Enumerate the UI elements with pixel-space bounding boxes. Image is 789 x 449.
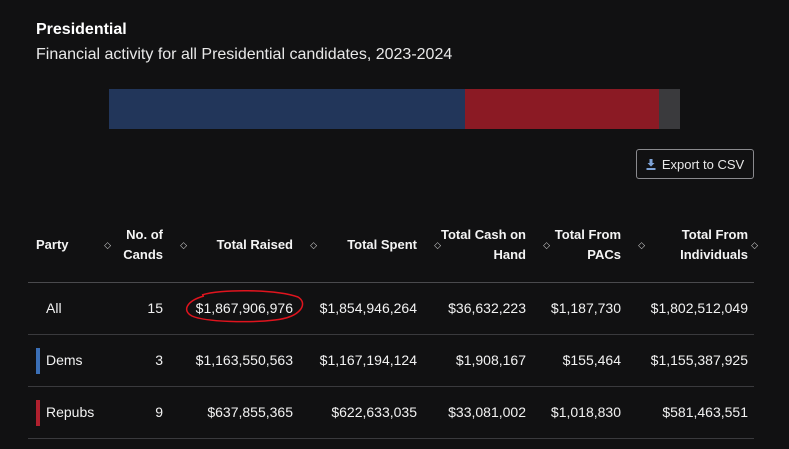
party-cell: All [28,282,108,335]
raised-cell: $1,867,906,976 [169,282,303,335]
export-csv-label: Export to CSV [661,156,745,172]
individuals-cell: $1,802,512,049 [627,282,754,335]
page-title: Presidential [36,21,127,38]
individuals-cell: $1,155,387,925 [627,334,754,387]
raised-cell: $1,163,550,563 [169,334,299,387]
column-header-party[interactable]: Party ◇ [28,208,111,283]
party-share-bar [109,89,680,129]
table-row[interactable]: Repubs 9 $637,855,365 $622,633,035 $33,0… [28,386,754,439]
column-header-raised[interactable]: Total Raised ◇ [169,208,317,283]
spent-cell: $1,854,946,264 [299,282,423,335]
bar-segment-other [659,89,680,129]
party-cell: Dems [28,334,108,387]
cash-cell: $36,632,223 [423,282,532,335]
column-header-pacs[interactable]: Total From PACs ◇ [532,208,645,283]
export-csv-button[interactable]: Export to CSV [636,149,754,179]
financial-table: Party ◇ No. of Cands ◇ Total Raised ◇ To… [28,208,758,439]
pacs-cell: $1,187,730 [532,282,627,335]
column-header-spent[interactable]: Total Spent ◇ [299,208,441,283]
cash-cell: $33,081,002 [423,386,532,439]
cash-cell: $1,908,167 [423,334,532,387]
table-row[interactable]: All 15 $1,867,906,976 $1,854,946,264 $36… [28,282,754,335]
pacs-cell: $155,464 [532,334,627,387]
party-cell: Repubs [28,386,108,439]
party-color-swatch [36,347,40,374]
column-header-cands[interactable]: No. of Cands ◇ [108,208,187,283]
spent-cell: $1,167,194,124 [299,334,423,387]
spent-cell: $622,633,035 [299,386,423,439]
download-icon [646,158,656,170]
bar-segment-dems[interactable] [109,89,465,129]
cands-cell: 15 [108,282,169,335]
individuals-cell: $581,463,551 [627,386,754,439]
bar-segment-repubs[interactable] [464,89,660,129]
page-subtitle: Financial activity for all Presidential … [36,46,453,63]
sort-arrows-icon[interactable]: ◇ [751,239,758,250]
party-color-swatch [36,399,40,426]
cands-cell: 9 [108,386,169,439]
pacs-cell: $1,018,830 [532,386,627,439]
cands-cell: 3 [108,334,169,387]
column-header-cash[interactable]: Total Cash on Hand ◇ [423,208,550,283]
column-header-individuals[interactable]: Total From Individuals ◇ [627,208,758,283]
sort-arrows-icon[interactable]: ◇ [104,239,111,250]
table-header-row: Party ◇ No. of Cands ◇ Total Raised ◇ To… [28,208,758,283]
raised-cell: $637,855,365 [169,386,299,439]
table-row[interactable]: Dems 3 $1,163,550,563 $1,167,194,124 $1,… [28,334,754,387]
